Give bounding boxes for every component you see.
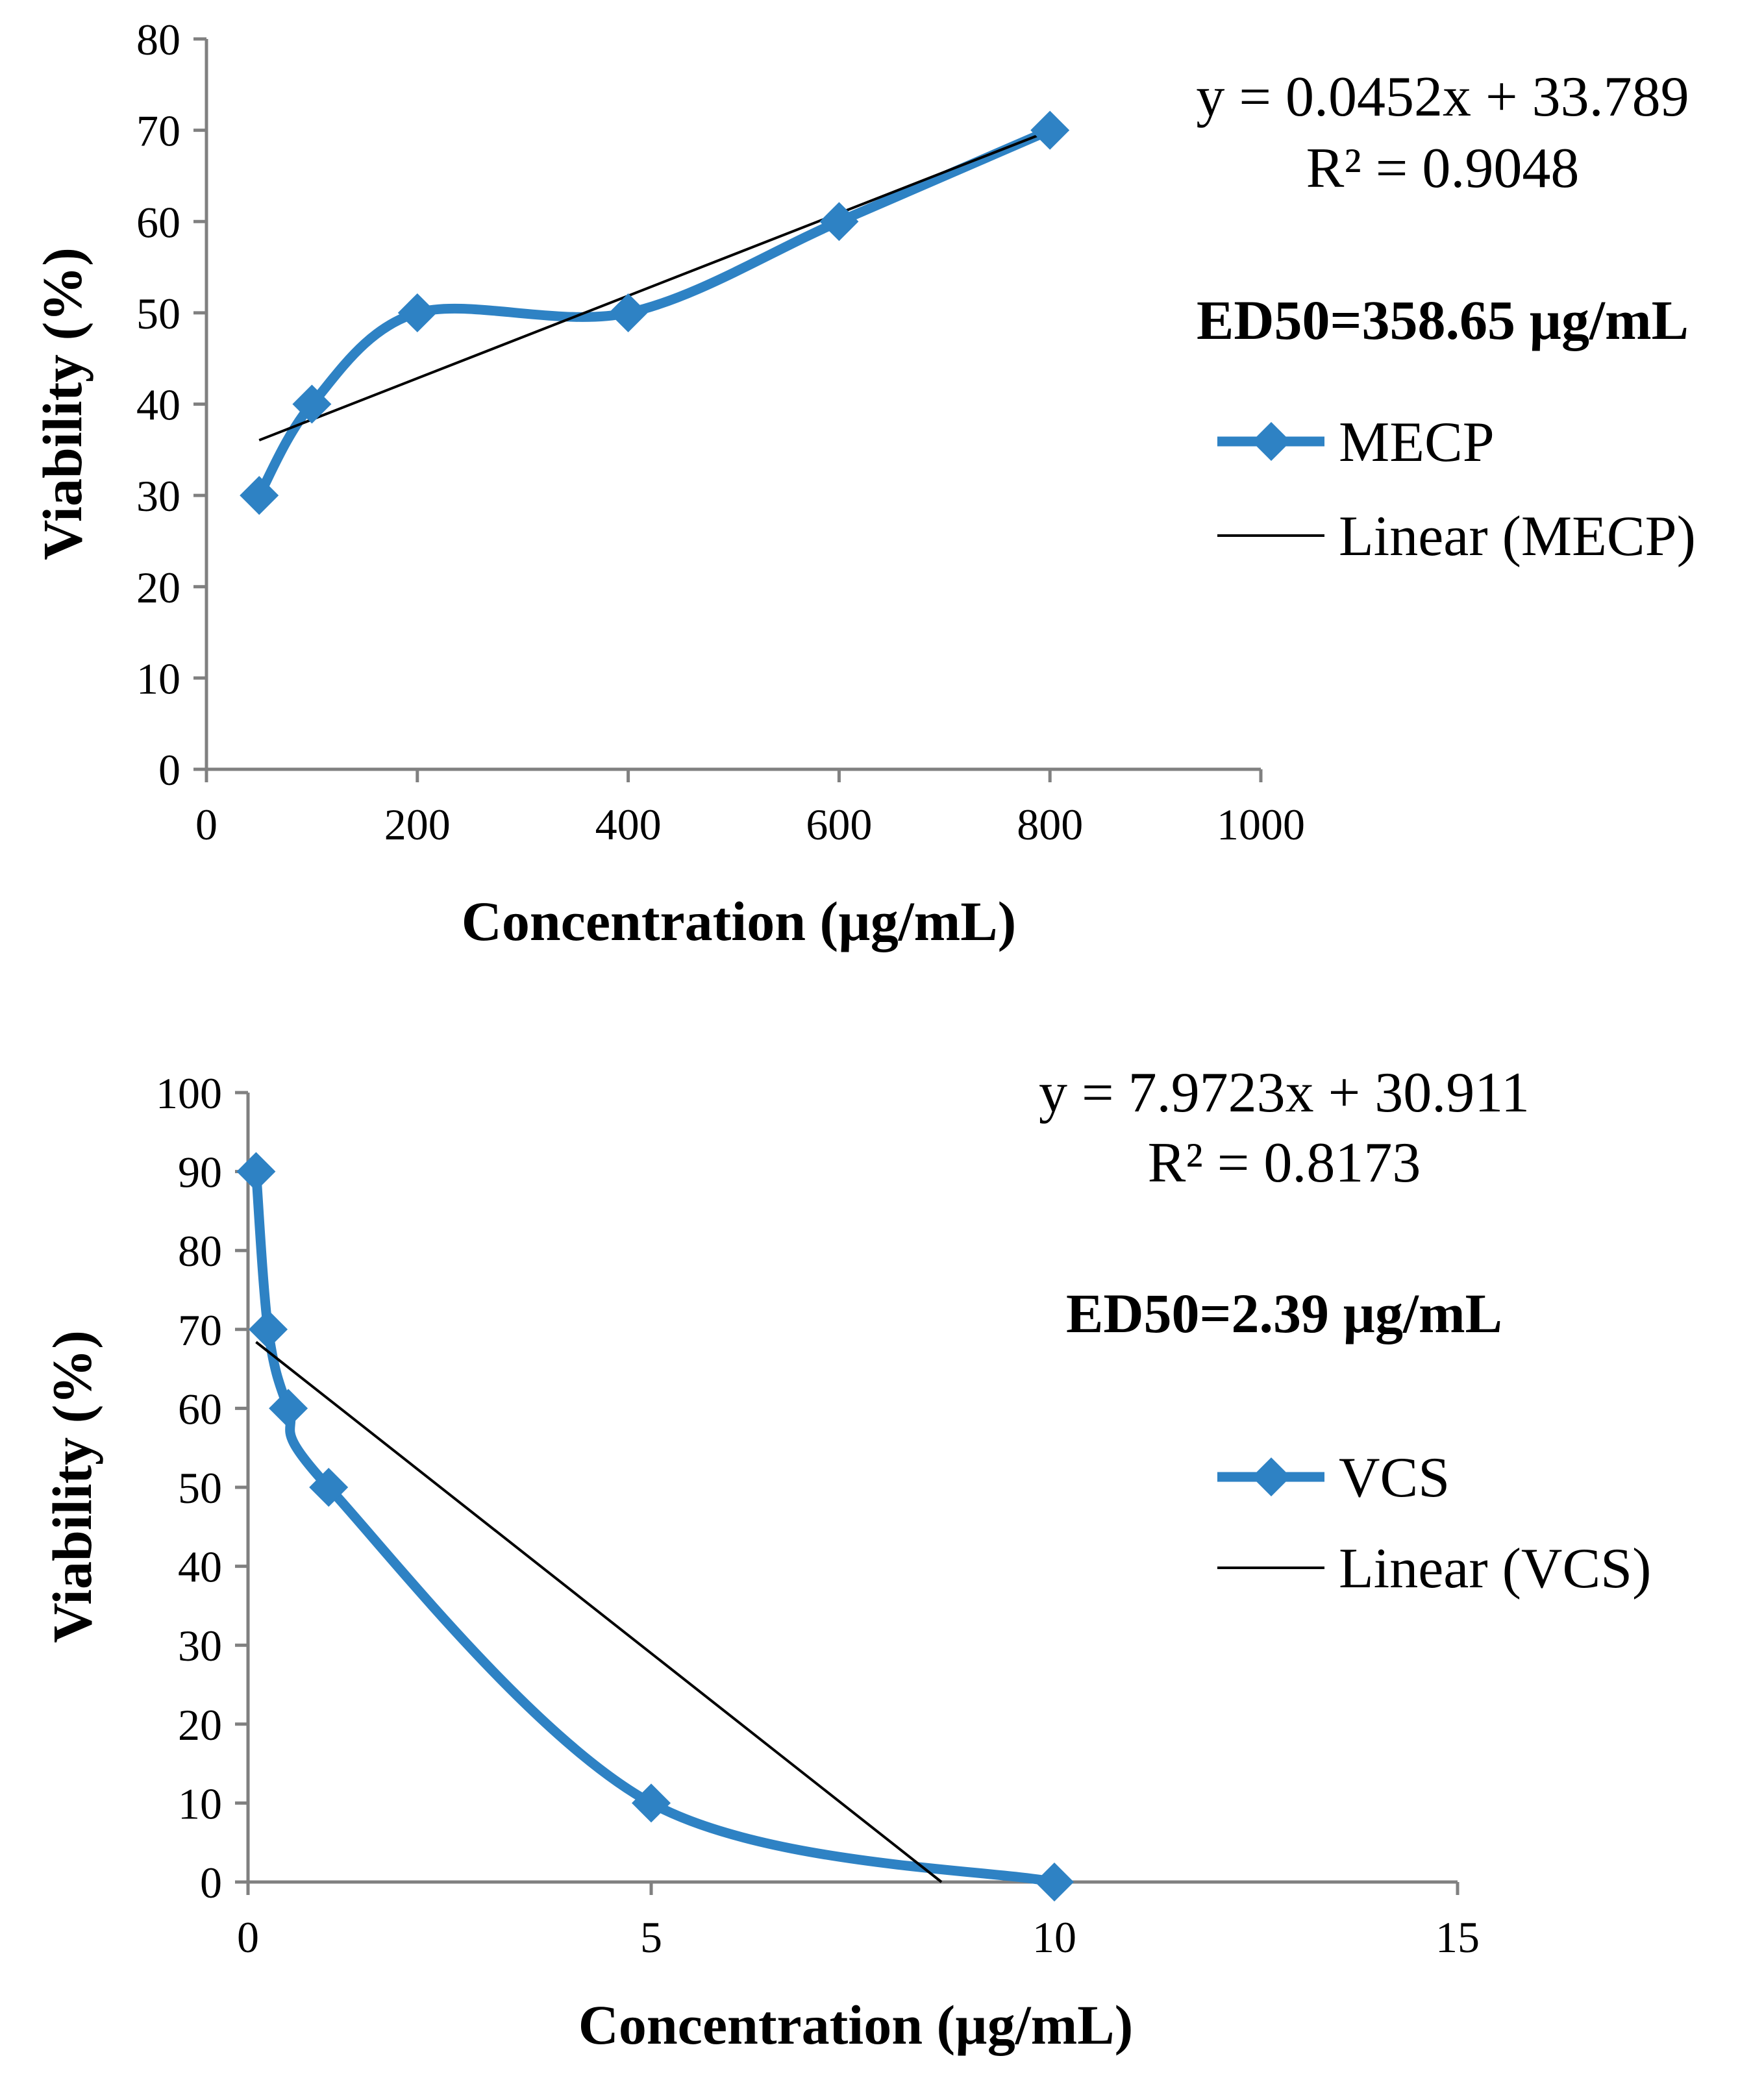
y-tick-label: 0 — [158, 745, 180, 795]
y-axis-title: Viability (%) — [31, 247, 93, 560]
y-tick-label: 70 — [178, 1306, 222, 1355]
x-tick-label: 10 — [1032, 1913, 1076, 1962]
data-point-marker — [236, 1152, 276, 1191]
y-axis-title: Viability (%) — [41, 1330, 103, 1643]
y-ticks: 0 10 20 30 40 50 60 70 80 — [136, 15, 206, 795]
chart-mecp: 0 10 20 30 40 50 60 70 80 0 200 400 600 800 1000 Viab… — [31, 15, 1696, 952]
data-point-marker — [397, 293, 437, 332]
legend: MECP Linear (MECP) — [1217, 411, 1696, 568]
legend-label-mecp: MECP — [1339, 411, 1495, 474]
x-ticks: 0 5 10 15 — [237, 1882, 1480, 1962]
vcs-trendline — [255, 1341, 943, 1883]
chart-vcs: 0 10 20 30 40 50 60 70 80 90 100 0 5 10 15 Viability … — [41, 1061, 1651, 2056]
x-tick-label: 5 — [640, 1913, 662, 1962]
ed50-label: ED50=2.39 µg/mL — [1066, 1282, 1502, 1344]
y-ticks: 0 10 20 30 40 50 60 70 80 90 100 — [156, 1069, 248, 1907]
data-point-marker — [309, 1468, 349, 1507]
x-ticks: 0 200 400 600 800 1000 — [195, 769, 1305, 849]
x-tick-label: 200 — [384, 800, 451, 849]
x-tick-label: 400 — [595, 800, 662, 849]
x-tick-label: 800 — [1017, 800, 1083, 849]
y-tick-label: 0 — [200, 1858, 222, 1907]
y-tick-label: 20 — [136, 563, 180, 612]
data-point-marker — [269, 1389, 308, 1428]
y-tick-label: 100 — [156, 1069, 222, 1118]
y-tick-label: 50 — [136, 289, 180, 338]
data-point-marker — [292, 384, 332, 424]
data-point-marker — [819, 202, 859, 242]
y-tick-label: 40 — [136, 380, 180, 430]
y-tick-label: 40 — [178, 1542, 222, 1592]
trend-equation: y = 0.0452x + 33.789 — [1196, 66, 1689, 129]
x-tick-label: 600 — [806, 800, 872, 849]
x-tick-label: 0 — [195, 800, 217, 849]
mecp-markers — [240, 110, 1070, 515]
data-point-marker — [632, 1783, 671, 1823]
r-squared: R² = 0.9048 — [1306, 137, 1580, 200]
y-tick-label: 20 — [178, 1700, 222, 1750]
legend-label-vcs: VCS — [1339, 1446, 1450, 1509]
y-tick-label: 10 — [178, 1779, 222, 1828]
legend-diamond-marker — [1252, 1457, 1291, 1496]
r-squared: R² = 0.8173 — [1148, 1132, 1421, 1195]
y-tick-label: 80 — [178, 1226, 222, 1276]
x-axis-title: Concentration (µg/mL) — [462, 890, 1017, 952]
y-tick-label: 90 — [178, 1148, 222, 1197]
x-axis-title: Concentration (µg/mL) — [578, 1994, 1134, 2056]
y-tick-label: 10 — [136, 654, 180, 703]
data-point-marker — [249, 1309, 288, 1349]
legend: VCS Linear (VCS) — [1217, 1446, 1651, 1600]
data-point-marker — [240, 476, 279, 515]
legend-label-linear-vcs: Linear (VCS) — [1339, 1537, 1651, 1600]
trend-equation: y = 7.9723x + 30.911 — [1039, 1061, 1530, 1124]
x-tick-label: 1000 — [1217, 800, 1305, 849]
mecp-series-line — [254, 125, 1055, 501]
x-tick-label: 0 — [237, 1913, 259, 1962]
y-tick-label: 30 — [136, 471, 180, 521]
ed50-label: ED50=358.65 µg/mL — [1197, 289, 1689, 351]
legend-label-linear-mecp: Linear (MECP) — [1339, 505, 1696, 568]
vcs-markers — [236, 1152, 1074, 1901]
y-tick-label: 50 — [178, 1463, 222, 1513]
data-point-marker — [608, 293, 648, 332]
vcs-series-line — [251, 1167, 1060, 1887]
y-tick-label: 60 — [136, 197, 180, 247]
y-tick-label: 60 — [178, 1384, 222, 1433]
legend-diamond-marker — [1252, 422, 1291, 461]
y-tick-label: 80 — [136, 15, 180, 64]
x-tick-label: 15 — [1435, 1913, 1480, 1962]
y-tick-label: 30 — [178, 1621, 222, 1670]
y-tick-label: 70 — [136, 106, 180, 156]
data-point-marker — [1035, 1863, 1074, 1901]
data-point-marker — [1030, 110, 1070, 150]
mecp-trendline — [258, 129, 1050, 441]
